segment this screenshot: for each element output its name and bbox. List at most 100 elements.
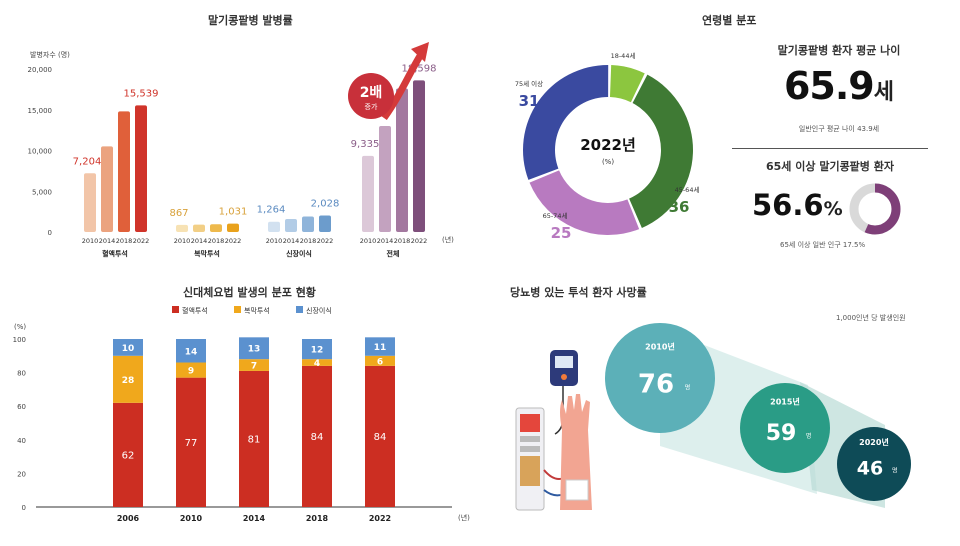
incidence-year-label: 2014 bbox=[99, 237, 116, 245]
mortality-note: 1,000인년 당 발생인원 bbox=[836, 314, 906, 322]
therapy-ytick: 40 bbox=[17, 437, 26, 445]
mortality-bubble bbox=[837, 427, 911, 501]
therapy-bar-value: 28 bbox=[122, 376, 135, 386]
growth-arrowhead-icon bbox=[411, 42, 429, 62]
incidence-year-label: 2014 bbox=[191, 237, 208, 245]
incidence-value-label: 2,028 bbox=[311, 198, 340, 209]
incidence-bar bbox=[285, 218, 297, 232]
therapy-legend-swatch bbox=[296, 306, 303, 313]
incidence-title: 말기콩팥병 발병률 bbox=[208, 14, 293, 27]
therapy-bar-value: 4 bbox=[314, 359, 320, 369]
therapy-year-label: 2022 bbox=[369, 514, 391, 523]
therapy-bar-segment bbox=[176, 377, 206, 507]
incidence-bar bbox=[396, 88, 408, 232]
therapy-legend-swatch bbox=[172, 306, 179, 313]
incidence-year-label: 2010 bbox=[174, 237, 191, 245]
therapy-bar-value: 10 bbox=[122, 344, 135, 354]
incidence-value-label: 867 bbox=[169, 208, 188, 219]
incidence-group-label: 복막투석 bbox=[194, 249, 220, 258]
mortality-unit: 명 bbox=[806, 432, 812, 440]
incidence-bar bbox=[302, 216, 314, 232]
avg-age-unit: 세 bbox=[873, 80, 894, 105]
incidence-bar bbox=[176, 224, 188, 232]
therapy-ylabel: (%) bbox=[14, 323, 26, 331]
therapy-chart: 혈액투석 복막투석 신장이식 (%) 100 80 60 40 20 0 62 28 10 2006… bbox=[13, 306, 470, 523]
therapy-bar-value: 12 bbox=[311, 346, 324, 356]
incidence-ytick: 0 bbox=[48, 229, 52, 237]
age-segment-value: 25 bbox=[551, 224, 572, 242]
age-segment bbox=[609, 65, 645, 103]
growth-arrow-icon bbox=[381, 54, 423, 121]
therapy-bar-segment bbox=[365, 365, 395, 507]
incidence-bar bbox=[210, 224, 222, 232]
incidence-year-label: 2022 bbox=[133, 237, 150, 245]
divider bbox=[732, 148, 928, 149]
incidence-bar bbox=[268, 221, 280, 232]
avg-age-note: 일반인구 평균 나이 43.9세 bbox=[798, 125, 880, 133]
incidence-bar bbox=[319, 215, 331, 232]
incidence-ytick: 15,000 bbox=[28, 107, 53, 115]
bandage-icon bbox=[565, 479, 589, 501]
avg-age-value-wrap: 65.9세 bbox=[744, 64, 934, 108]
incidence-bar bbox=[135, 105, 147, 232]
incidence-ytick: 10,000 bbox=[28, 148, 53, 156]
therapy-year-label: 2014 bbox=[243, 514, 266, 523]
incidence-year-label: 2018 bbox=[116, 237, 133, 245]
incidence-bar bbox=[379, 126, 391, 232]
over65-unit: % bbox=[823, 198, 843, 220]
incidence-ytick: 20,000 bbox=[28, 66, 53, 74]
therapy-bar-value: 13 bbox=[248, 345, 261, 355]
mortality-bubble bbox=[740, 383, 830, 473]
age-segment-label: 75세 이상 bbox=[515, 79, 543, 88]
incidence-year-label: 2010 bbox=[82, 237, 99, 245]
age-segment bbox=[629, 74, 693, 228]
incidence-value-label: 15,539 bbox=[124, 88, 159, 99]
therapy-bar-segment bbox=[113, 402, 143, 507]
growth-badge-main: 2배 bbox=[360, 85, 383, 101]
therapy-bar-value: 62 bbox=[122, 450, 135, 461]
incidence-year-label: 2014 bbox=[377, 237, 394, 245]
incidence-bar bbox=[118, 111, 130, 232]
therapy-bar-value: 14 bbox=[185, 347, 198, 357]
therapy-ytick: 0 bbox=[22, 504, 26, 512]
incidence-year-label: 2014 bbox=[283, 237, 300, 245]
incidence-year-label: 2018 bbox=[300, 237, 317, 245]
mortality-value: 59 bbox=[766, 421, 797, 446]
incidence-year-label: 2022 bbox=[317, 237, 334, 245]
therapy-unit: (년) bbox=[458, 513, 470, 522]
mortality-chart: 2010년 76 명 2015년 59 명 2020년 46 명 bbox=[515, 323, 911, 511]
therapy-legend-label: 복막투석 bbox=[244, 306, 270, 315]
therapy-bar-value: 7 bbox=[251, 362, 257, 372]
therapy-bar-segment bbox=[302, 365, 332, 507]
age-segment-label: 18-44세 bbox=[611, 51, 636, 60]
mortality-title: 당뇨병 있는 투석 환자 사망률 bbox=[510, 286, 647, 299]
dialysis-illustration bbox=[515, 350, 592, 511]
incidence-value-label: 18,598 bbox=[402, 63, 437, 74]
therapy-ytick: 20 bbox=[17, 470, 26, 478]
therapy-year-label: 2010 bbox=[180, 514, 203, 523]
therapy-year-label: 2018 bbox=[306, 514, 329, 523]
mortality-value: 76 bbox=[638, 369, 674, 399]
incidence-value-label: 7,204 bbox=[73, 156, 102, 167]
therapy-bar-value: 6 bbox=[377, 357, 383, 367]
over65-value-wrap: 56.6% bbox=[752, 188, 843, 222]
incidence-year-label: 2018 bbox=[208, 237, 225, 245]
therapy-bar-value: 84 bbox=[374, 432, 387, 443]
incidence-bar bbox=[413, 80, 425, 232]
incidence-bar bbox=[193, 224, 205, 232]
incidence-group-label: 신장이식 bbox=[286, 249, 312, 258]
mortality-year: 2020년 bbox=[859, 437, 889, 447]
over65-ring-fill bbox=[849, 183, 901, 235]
therapy-bar-segment bbox=[239, 337, 269, 360]
therapy-bar-segment bbox=[239, 359, 269, 371]
incidence-year-label: 2022 bbox=[411, 237, 428, 245]
therapy-bar-segment bbox=[302, 359, 332, 366]
therapy-bar-segment bbox=[176, 339, 206, 363]
therapy-ytick: 60 bbox=[17, 403, 26, 411]
age-segment-value: 31 bbox=[519, 92, 540, 110]
incidence-value-label: 9,335 bbox=[351, 139, 380, 150]
mortality-value: 46 bbox=[857, 457, 883, 479]
incidence-value-label: 1,264 bbox=[257, 205, 286, 216]
age-segment bbox=[523, 64, 609, 180]
age-segment bbox=[529, 170, 640, 235]
